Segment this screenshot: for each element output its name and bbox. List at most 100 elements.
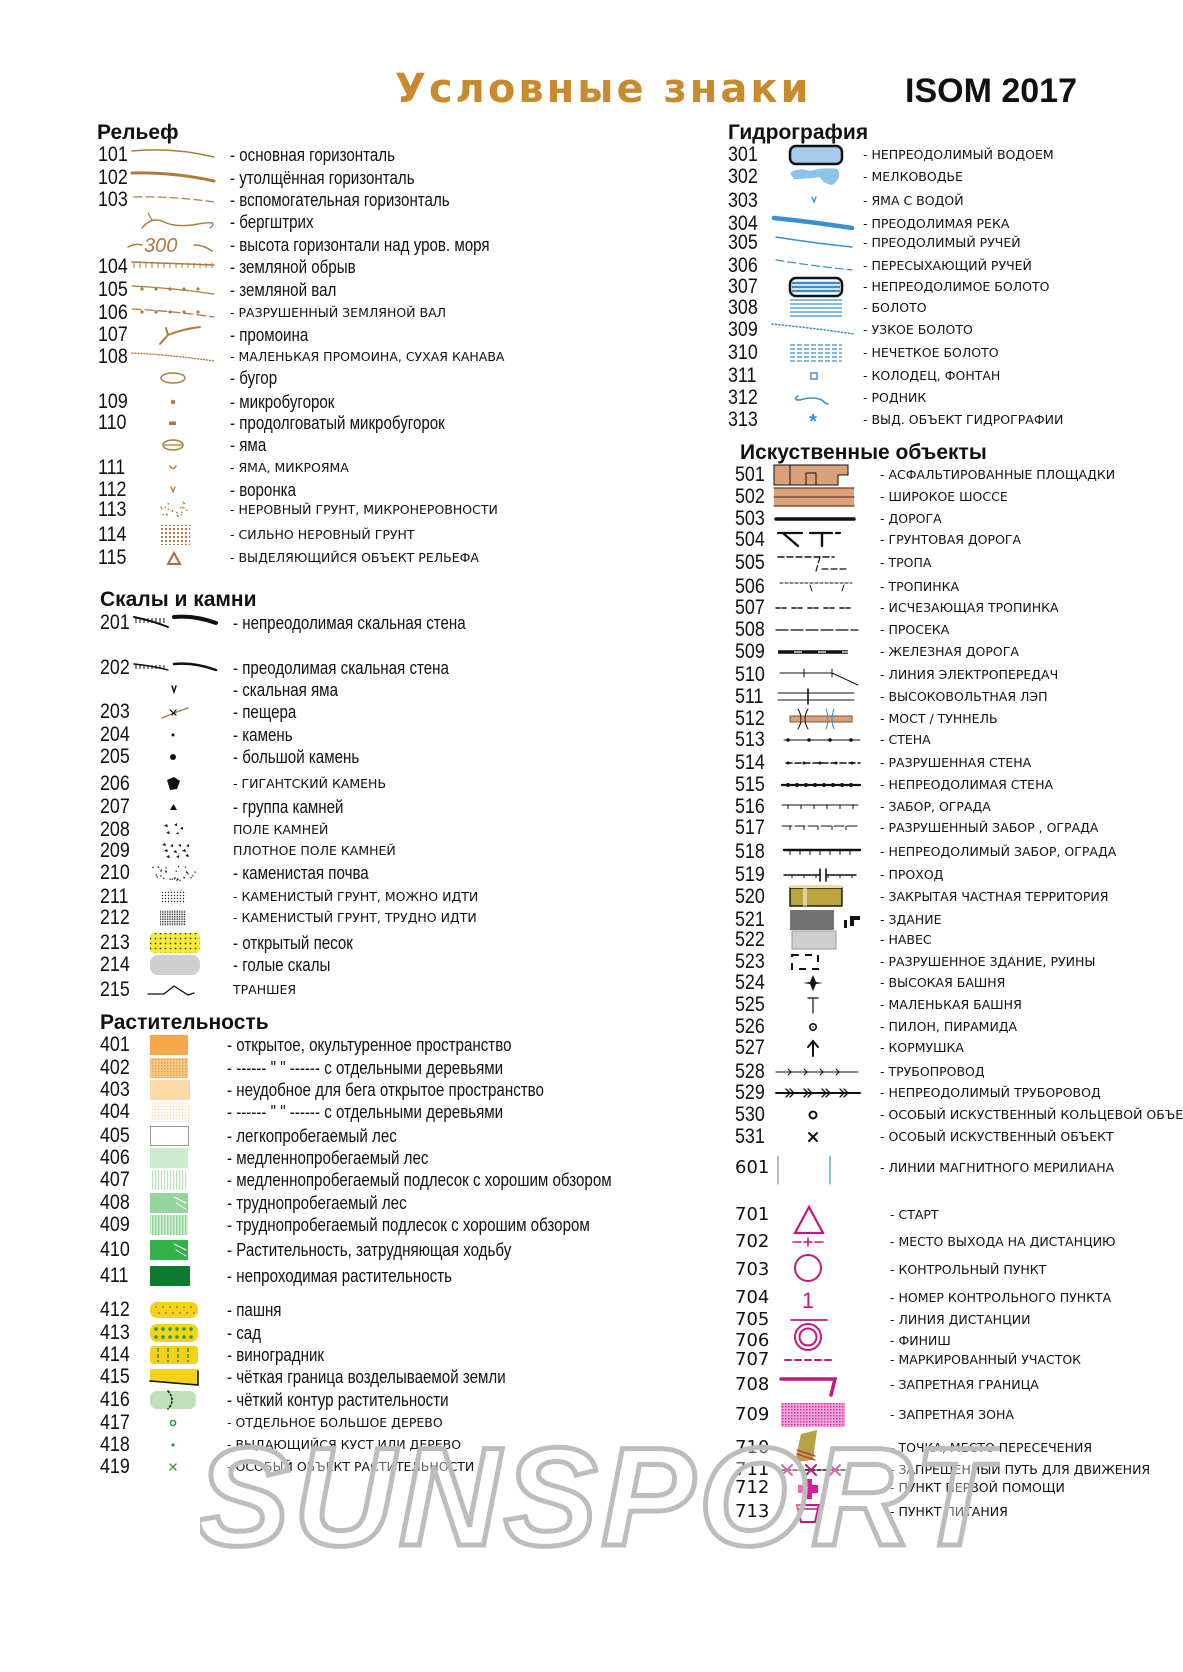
symbol-description: - РАЗРУШЕННЫЙ ЗАБОР , ОГРАДА bbox=[880, 820, 1099, 835]
refreshment-point-icon bbox=[795, 1504, 821, 1523]
legend-item: 713 - ПУНКТ ПИТАНИЯ bbox=[0, 1500, 1183, 1524]
symbol-number: 112 bbox=[98, 478, 127, 501]
symbol-number: 704 bbox=[735, 1287, 770, 1308]
symbol-number: 502 bbox=[735, 485, 765, 508]
ruined-earth-wall-icon bbox=[131, 308, 215, 318]
cultivated-land-icon bbox=[150, 1302, 198, 1318]
legend-item: 105 - земляной вал bbox=[0, 278, 1183, 302]
symbol-description: - ПРЕОДОЛИМЫЙ РУЧЕЙ bbox=[863, 235, 1021, 250]
open-sand-icon bbox=[150, 933, 200, 953]
section-title-relief: Рельеф bbox=[97, 121, 179, 144]
symbol-number: 102 bbox=[98, 166, 128, 189]
symbol-description: - бугор bbox=[230, 368, 278, 388]
legend-item: 302 - МЕЛКОВОДЬЕ bbox=[0, 165, 1183, 189]
small-knoll-icon bbox=[170, 399, 176, 405]
legend-item: 511 - ВЫСОКОВОЛЬТНАЯ ЛЭП bbox=[0, 685, 1183, 709]
legend-item: 401 - открытое, окультуренное пространст… bbox=[0, 1033, 1183, 1057]
symbol-number: 215 bbox=[100, 978, 130, 1001]
symbol-number: 526 bbox=[735, 1015, 765, 1038]
symbol-number: 105 bbox=[98, 278, 128, 301]
railway-icon bbox=[778, 650, 848, 654]
symbol-description: - медленнопробегаемый лес bbox=[227, 1148, 429, 1168]
symbol-number: 101 bbox=[98, 143, 128, 166]
symbol-number: 303 bbox=[728, 189, 758, 212]
section-title-rocks: Скалы и камни bbox=[100, 588, 257, 611]
course-line-icon bbox=[790, 1319, 828, 1321]
control-number-label: 1 bbox=[802, 1288, 814, 1313]
open-land-icon bbox=[150, 1035, 188, 1055]
symbol-description: - высота горизонтали над уров. моря bbox=[230, 235, 490, 255]
symbol-number: 701 bbox=[735, 1204, 770, 1225]
symbol-number: 413 bbox=[100, 1321, 130, 1344]
legend-item: 406 - медленнопробегаемый лес bbox=[0, 1146, 1183, 1170]
canopy-icon bbox=[791, 930, 837, 950]
legend-item: 524 - ВЫСОКАЯ БАШНЯ bbox=[0, 971, 1183, 995]
symbol-number: 419 bbox=[100, 1455, 130, 1478]
bridge-tunnel-icon bbox=[789, 708, 853, 730]
legend-item: 528 - ТРУБОПРОВОД bbox=[0, 1060, 1183, 1084]
symbol-description: ТРАНШЕЯ bbox=[233, 982, 297, 997]
symbol-number: 503 bbox=[735, 507, 765, 530]
symbol-number: 527 bbox=[735, 1036, 765, 1059]
symbol-description: - непроходимая растительность bbox=[227, 1266, 453, 1286]
symbol-description: - ЖЕЛЕЗНАЯ ДОРОГА bbox=[880, 644, 1019, 659]
passable-cliff-icon bbox=[133, 662, 218, 672]
symbol-description: - МЕЛКОВОДЬЕ bbox=[863, 169, 963, 184]
legend-item: 503 - ДОРОГА bbox=[0, 507, 1183, 531]
small-depression-icon bbox=[169, 465, 177, 470]
legend-item: 212 - КАМЕНИСТЫЙ ГРУНТ, ТРУДНО ИДТИ bbox=[0, 906, 1183, 930]
symbol-number: 408 bbox=[100, 1191, 130, 1214]
legend-item: - скальная яма bbox=[0, 678, 1183, 702]
legend-item: 409 - труднопробегаемый подлесок с хорош… bbox=[0, 1213, 1183, 1237]
ride-icon bbox=[775, 629, 859, 631]
legend-item: 507 - ИСЧЕЗАЮЩАЯ ТРОПИНКА bbox=[0, 596, 1183, 620]
symbol-description: - чёткая граница возделываемой земли bbox=[227, 1367, 506, 1387]
symbol-number: 710 bbox=[735, 1437, 770, 1458]
legend-item: 522 - НАВЕС bbox=[0, 928, 1183, 952]
symbol-description: - КОРМУШКА bbox=[880, 1040, 964, 1055]
symbol-number: 208 bbox=[100, 818, 130, 841]
section-title-manmade: Искуственные объекты bbox=[740, 441, 987, 464]
svg-text:*: * bbox=[809, 411, 817, 433]
symbol-description: - открытый песок bbox=[233, 933, 353, 953]
legend-item: 205 - большой камень bbox=[0, 745, 1183, 769]
symbol-description: - ЯМА, МИКРОЯМА bbox=[230, 460, 349, 475]
symbol-description: - Растительность, затрудняющая ходьбу bbox=[227, 1240, 512, 1260]
special-vegetation-icon bbox=[169, 1463, 177, 1471]
symbol-number: 529 bbox=[735, 1081, 765, 1104]
legend-item: 300 - высота горизонтали над уров. моря bbox=[0, 233, 1183, 257]
symbol-number: 115 bbox=[98, 546, 127, 569]
legend-item: 508 - ПРОСЕКА bbox=[0, 618, 1183, 642]
boulder-field-icon bbox=[164, 823, 183, 834]
symbol-number: 521 bbox=[735, 908, 765, 931]
symbol-description: - микробугорок bbox=[230, 392, 335, 412]
symbol-description: - яма bbox=[230, 435, 267, 455]
symbol-description: - ВЫДЕЛЯЮЩИЙСЯ ОБЪЕКТ РЕЛЬЕФА bbox=[230, 550, 479, 565]
legend-item: 706 - ФИНИШ bbox=[0, 1323, 1183, 1353]
paved-area-icon bbox=[773, 464, 849, 486]
symbol-number: 514 bbox=[735, 751, 765, 774]
symbol-number: 509 bbox=[735, 640, 765, 663]
uncrossable-water-icon bbox=[788, 144, 844, 166]
symbol-description: - АСФАЛЬТИРОВАННЫЕ ПЛОЩАДКИ bbox=[880, 467, 1116, 482]
symbol-description: - продолговатый микробугорок bbox=[230, 413, 445, 433]
start-icon bbox=[793, 1204, 825, 1235]
symbol-number: 705 bbox=[735, 1309, 770, 1330]
symbol-number: 711 bbox=[735, 1459, 770, 1480]
symbol-description: - ЗАБОР, ОГРАДА bbox=[880, 799, 991, 814]
symbol-number: 202 bbox=[100, 656, 130, 679]
symbol-number: 531 bbox=[735, 1125, 765, 1148]
symbol-description: - ЛИНИЯ ЭЛЕКТРОПЕРЕДАЧ bbox=[880, 667, 1059, 682]
legend-item: 211 - КАМЕНИСТЫЙ ГРУНТ, МОЖНО ИДТИ bbox=[0, 885, 1183, 909]
forest-icon bbox=[150, 1126, 189, 1146]
symbol-number: 516 bbox=[735, 795, 765, 818]
symbol-description: - НЕЧЕТКОЕ БОЛОТО bbox=[863, 345, 999, 360]
section-title-vegetation: Растительность bbox=[100, 1011, 269, 1034]
symbol-description: - ПРЕОДОЛИМАЯ РЕКА bbox=[863, 216, 1010, 231]
marked-route-icon bbox=[784, 1359, 836, 1361]
symbol-number: 525 bbox=[735, 993, 765, 1016]
contour-icon bbox=[131, 149, 215, 158]
symbol-number: 506 bbox=[735, 575, 765, 598]
footpath-icon bbox=[777, 556, 849, 572]
symbol-description: - ГРУНТОВАЯ ДОРОГА bbox=[880, 532, 1022, 547]
